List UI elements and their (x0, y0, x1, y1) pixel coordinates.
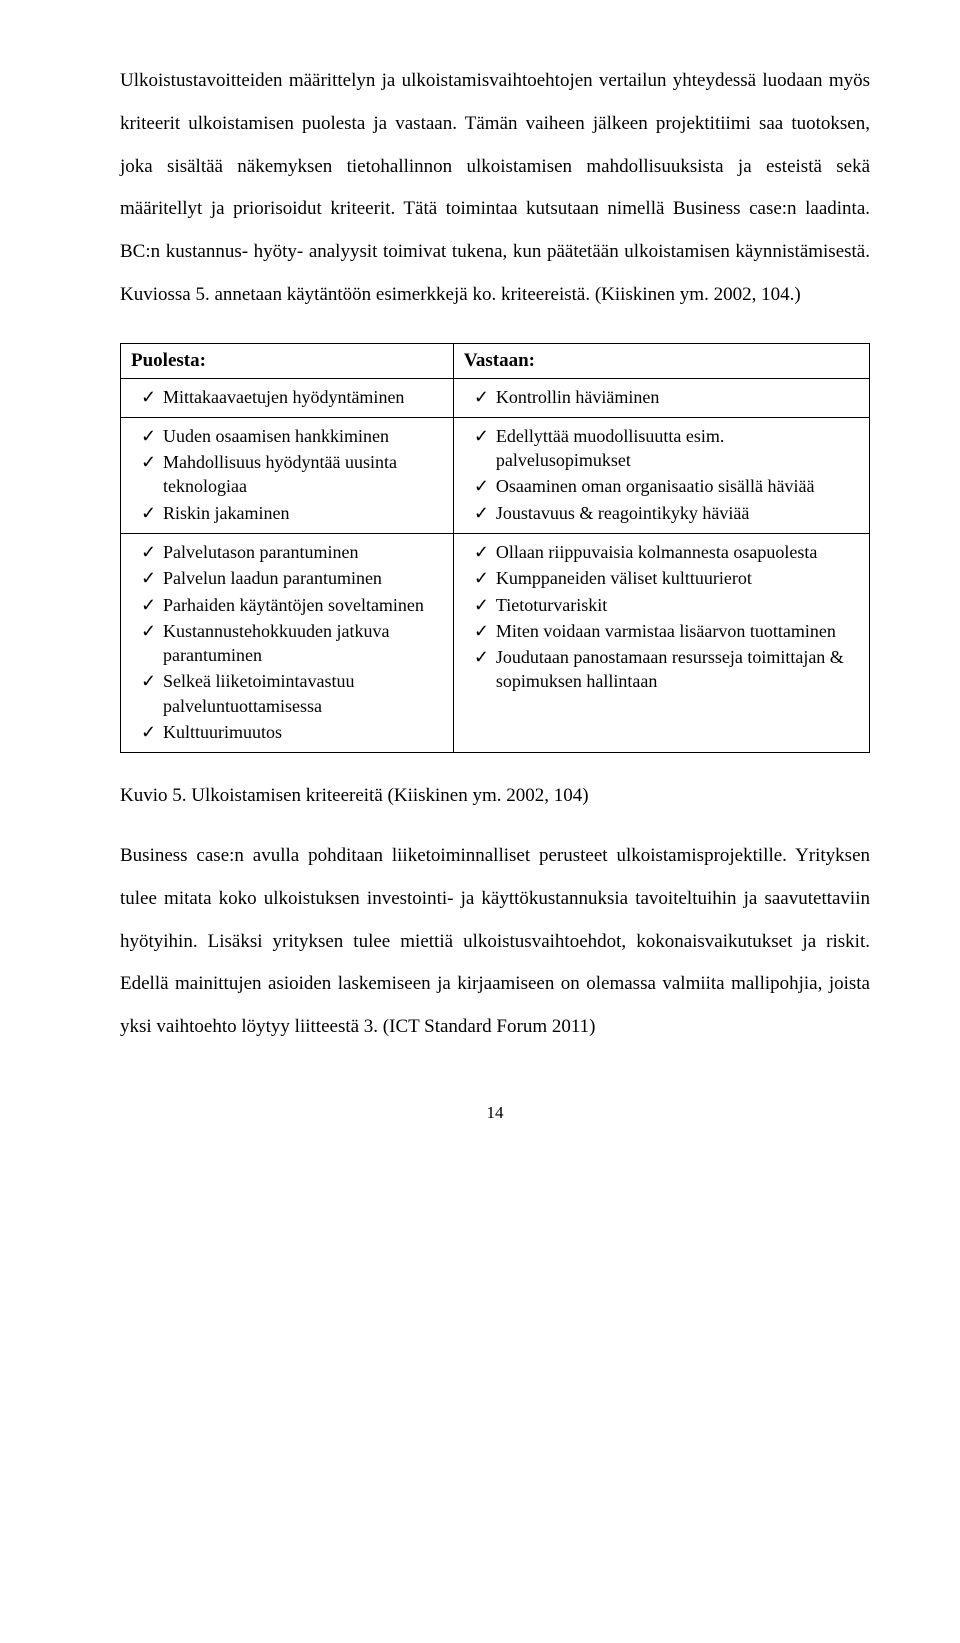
header-right: Vastaan: (453, 343, 869, 378)
page-number: 14 (120, 1103, 870, 1123)
criteria-table: Puolesta: Vastaan: Mittakaavaetujen hyöd… (120, 343, 870, 754)
table-header-row: Puolesta: Vastaan: (121, 343, 870, 378)
cell-right: Edellyttää muodollisuutta esim. palvelus… (453, 417, 869, 533)
cell-right: Ollaan riippuvaisia kolmannesta osapuole… (453, 533, 869, 752)
header-left: Puolesta: (121, 343, 454, 378)
cell-left: Uuden osaamisen hankkiminen Mahdollisuus… (121, 417, 454, 533)
check-list: Kontrollin häviäminen (462, 385, 861, 409)
list-item: Tietoturvariskit (462, 593, 861, 617)
list-item: Selkeä liiketoimintavastuu palveluntuott… (129, 669, 445, 718)
list-item: Mittakaavaetujen hyödyntäminen (129, 385, 445, 409)
list-item: Osaaminen oman organisaatio sisällä hävi… (462, 474, 861, 498)
cell-right: Kontrollin häviäminen (453, 378, 869, 417)
check-list: Edellyttää muodollisuutta esim. palvelus… (462, 424, 861, 525)
table-row: Mittakaavaetujen hyödyntäminen Kontrolli… (121, 378, 870, 417)
check-list: Mittakaavaetujen hyödyntäminen (129, 385, 445, 409)
list-item: Kulttuurimuutos (129, 720, 445, 744)
cell-left: Palvelutason parantuminen Palvelun laadu… (121, 533, 454, 752)
check-list: Palvelutason parantuminen Palvelun laadu… (129, 540, 445, 744)
list-item: Miten voidaan varmistaa lisäarvon tuotta… (462, 619, 861, 643)
list-item: Palvelun laadun parantuminen (129, 566, 445, 590)
figure-caption: Kuvio 5. Ulkoistamisen kriteereitä (Kiis… (120, 775, 870, 817)
intro-paragraph: Ulkoistustavoitteiden määrittelyn ja ulk… (120, 60, 870, 317)
list-item: Joudutaan panostamaan resursseja toimitt… (462, 645, 861, 694)
check-list: Uuden osaamisen hankkiminen Mahdollisuus… (129, 424, 445, 525)
list-item: Kumppaneiden väliset kulttuurierot (462, 566, 861, 590)
list-item: Uuden osaamisen hankkiminen (129, 424, 445, 448)
list-item: Kustannustehokkuuden jatkuva parantumine… (129, 619, 445, 668)
list-item: Joustavuus & reagointikyky häviää (462, 501, 861, 525)
check-list: Ollaan riippuvaisia kolmannesta osapuole… (462, 540, 861, 694)
page-container: Ulkoistustavoitteiden määrittelyn ja ulk… (0, 0, 960, 1163)
list-item: Edellyttää muodollisuutta esim. palvelus… (462, 424, 861, 473)
table-row: Palvelutason parantuminen Palvelun laadu… (121, 533, 870, 752)
list-item: Kontrollin häviäminen (462, 385, 861, 409)
list-item: Riskin jakaminen (129, 501, 445, 525)
closing-paragraph: Business case:n avulla pohditaan liiketo… (120, 835, 870, 1049)
list-item: Palvelutason parantuminen (129, 540, 445, 564)
table-row: Uuden osaamisen hankkiminen Mahdollisuus… (121, 417, 870, 533)
cell-left: Mittakaavaetujen hyödyntäminen (121, 378, 454, 417)
list-item: Ollaan riippuvaisia kolmannesta osapuole… (462, 540, 861, 564)
list-item: Parhaiden käytäntöjen soveltaminen (129, 593, 445, 617)
list-item: Mahdollisuus hyödyntää uusinta teknologi… (129, 450, 445, 499)
